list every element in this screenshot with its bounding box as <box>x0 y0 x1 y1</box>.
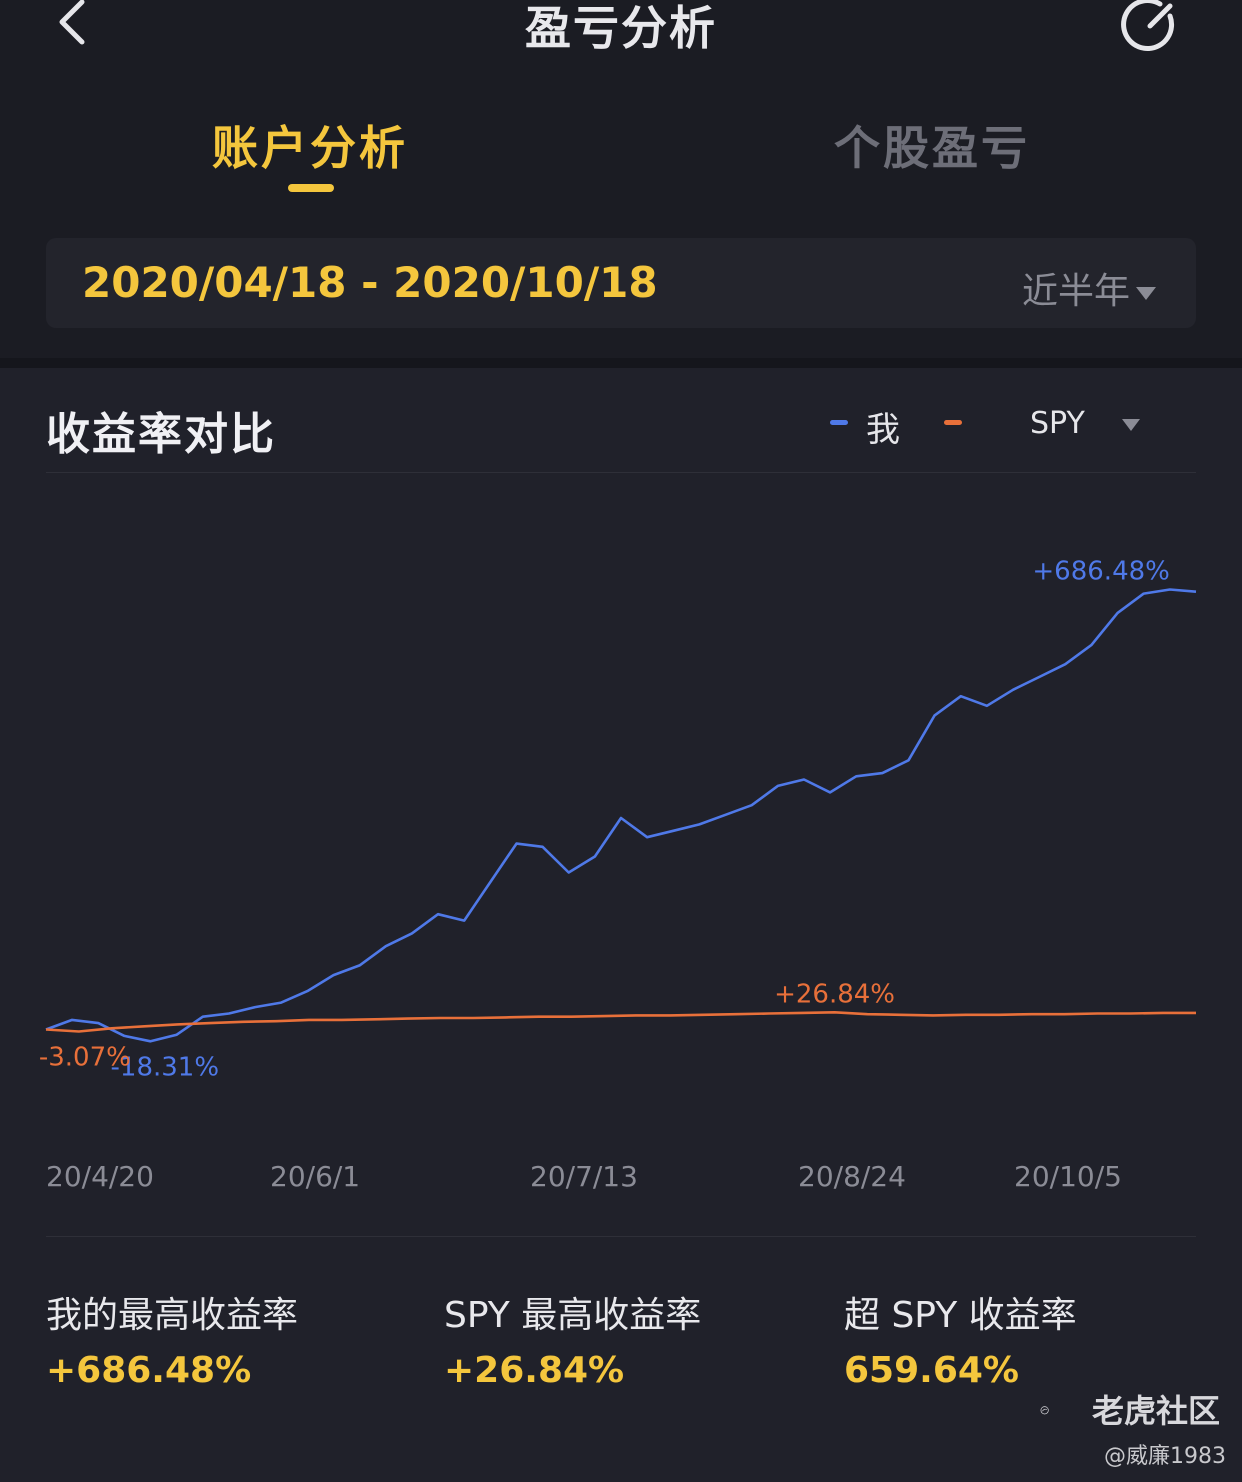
stat-label-spy-max: SPY 最高收益率 <box>444 1295 702 1336</box>
x-tick-label: 20/8/24 <box>798 1160 906 1193</box>
chevron-left-icon[interactable] <box>48 0 98 50</box>
period-select[interactable]: 近半年 <box>1022 262 1156 314</box>
watermark-brand: 老虎社区 <box>1092 1392 1221 1430</box>
watermark-user: @威廉1983 <box>1104 1444 1226 1469</box>
x-tick-label: 20/4/20 <box>46 1160 154 1193</box>
return-line-chart: +686.48% -18.31% +26.84% -3.07% 20/4/20 20/6/… <box>39 556 1197 1193</box>
tab-account-analysis[interactable]: 账户分析 <box>212 121 408 175</box>
stat-value-my-max: +686.48% <box>46 1350 252 1391</box>
min-label-me: -18.31% <box>111 1052 220 1082</box>
min-label-spy: -3.07% <box>39 1043 131 1073</box>
stat-label-excess: 超 SPY 收益率 <box>844 1295 1077 1336</box>
legend-me-label: 我 <box>866 410 900 450</box>
max-label-me: +686.48% <box>1032 556 1169 586</box>
legend-me-marker <box>830 420 848 425</box>
caret-down-icon <box>1122 418 1141 431</box>
x-tick-label: 20/6/1 <box>270 1160 360 1193</box>
divider-bottom <box>46 1236 1196 1237</box>
benchmark-select[interactable]: SPY <box>1030 406 1141 441</box>
divider-top <box>46 472 1196 473</box>
section-title: 收益率对比 <box>46 409 276 460</box>
return-comparison-card: 收益率对比 我 SPY +686.48% -18.31% +26.84% -3.07%… <box>0 368 1242 1482</box>
stat-value-spy-max: +26.84% <box>444 1350 625 1391</box>
max-label-spy: +26.84% <box>774 979 895 1009</box>
period-label: 近半年 <box>1021 271 1130 312</box>
x-tick-label: 20/10/5 <box>1014 1160 1122 1193</box>
stat-label-my-max: 我的最高收益率 <box>46 1295 299 1336</box>
tiger-logo-icon <box>1040 1406 1049 1415</box>
legend-spy-marker <box>944 420 962 425</box>
date-range-text: 2020/04/18 - 2020/10/18 <box>82 258 658 307</box>
series-line-me <box>45 588 1197 1043</box>
date-range-filter[interactable]: 2020/04/18 - 2020/10/18 近半年 <box>46 238 1196 328</box>
series-line-spy <box>45 1010 1196 1033</box>
legend-spy-label: SPY <box>1030 406 1085 441</box>
active-tab-indicator <box>288 184 334 192</box>
caret-down-icon <box>1136 286 1156 300</box>
header-area: 盈亏分析 账户分析 个股盈亏 2020/04/18 - 2020/10/18 近… <box>0 0 1242 358</box>
refresh-share-icon[interactable] <box>1120 0 1184 54</box>
tab-stock-pnl[interactable]: 个股盈亏 <box>834 121 1030 175</box>
stat-value-excess: 659.64% <box>844 1350 1019 1391</box>
page-title: 盈亏分析 <box>525 1 717 55</box>
x-tick-label: 20/7/13 <box>530 1160 638 1193</box>
section-separator <box>0 358 1242 368</box>
